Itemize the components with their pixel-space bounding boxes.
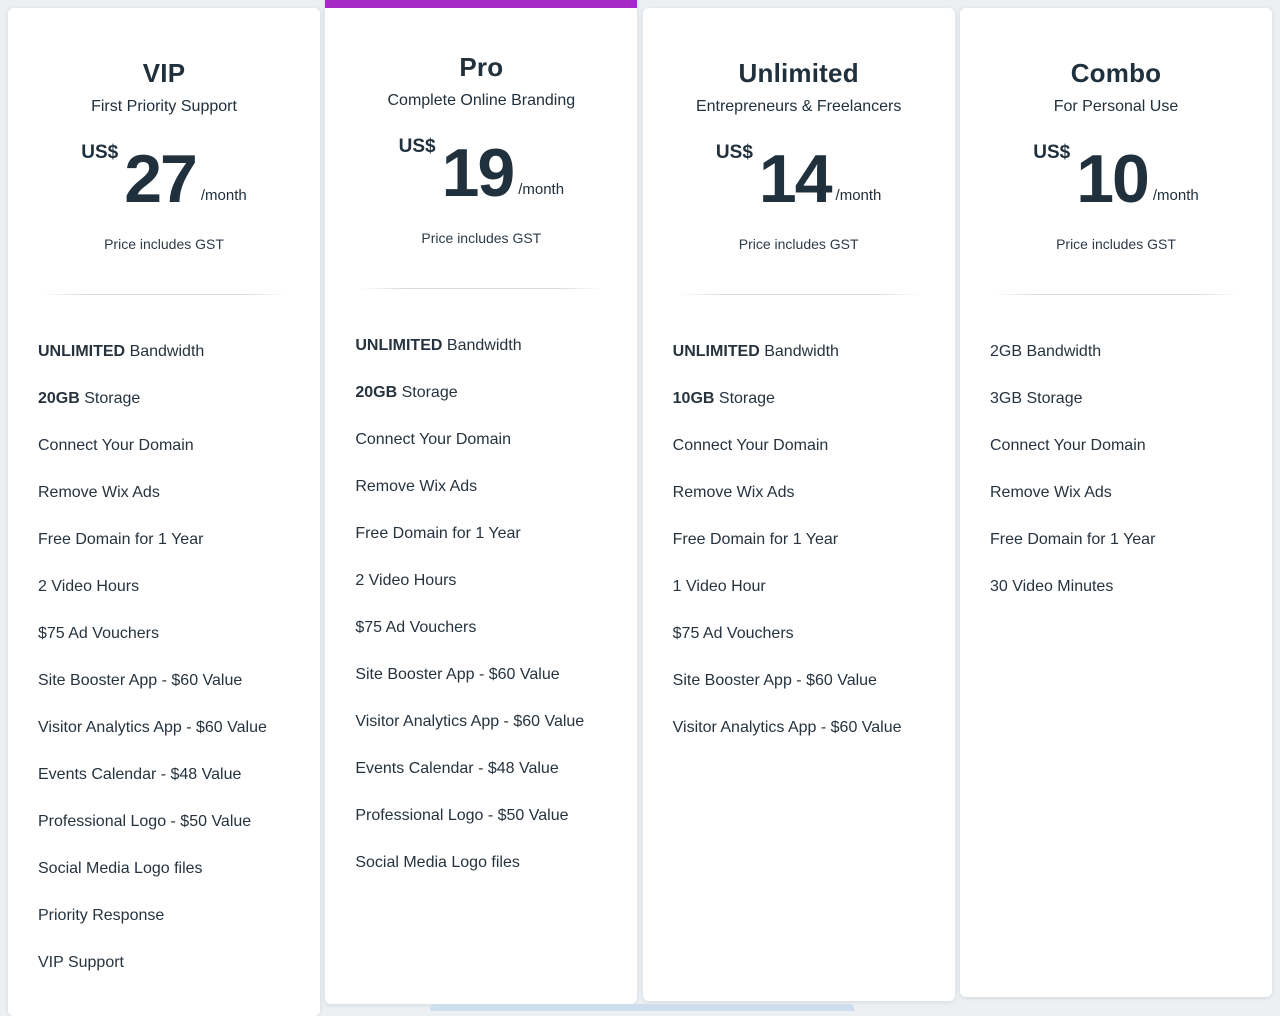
feature-item: Social Media Logo files (355, 853, 520, 871)
feature-item: $75 Ad Vouchers (355, 618, 477, 636)
currency-label: US$ (81, 142, 119, 163)
feature-item: Professional Logo - $50 Value (355, 806, 569, 824)
plan-header: VIP First Priority Support US$ 27 /month… (38, 8, 290, 295)
price-amount: 14 (758, 141, 833, 218)
feature-item: Visitor Analytics App - $60 Value (355, 712, 585, 730)
feature-item: Remove Wix Ads (355, 477, 478, 495)
gst-note: Price includes GST (1056, 236, 1176, 252)
gst-note: Price includes GST (104, 236, 224, 252)
feature-list: UNLIMITED Bandwidth 20GB Storage Connect Y… (355, 322, 607, 886)
price-amount: 10 (1076, 141, 1150, 218)
feature-item: $75 Ad Vouchers (38, 624, 159, 642)
price-period: /month (835, 187, 882, 204)
divider (359, 288, 604, 289)
feature-item: Remove Wix Ads (38, 483, 160, 501)
feature-item: Free Domain for 1 Year (672, 530, 839, 548)
feature-item: Remove Wix Ads (989, 483, 1112, 501)
plan-name: Unlimited (738, 58, 859, 88)
plan-price: US$ 19 /month (355, 134, 607, 212)
currency-label: US$ (398, 136, 436, 157)
plan-name: Pro (459, 52, 504, 82)
price-period: /month (518, 181, 565, 198)
feature-item: 1 Video Hour (672, 577, 766, 595)
feature-item: Free Domain for 1 Year (989, 530, 1156, 548)
feature-item: Connect Your Domain (672, 436, 829, 454)
feature-item: VIP Support (38, 953, 124, 971)
feature-item: Site Booster App - $60 Value (38, 671, 243, 689)
plan-name: Combo (1070, 58, 1162, 88)
feature-item: $75 Ad Vouchers (672, 624, 794, 642)
feature-item: Priority Response (38, 906, 165, 924)
feature-item: Connect Your Domain (989, 436, 1146, 454)
feature-item: Site Booster App - $60 Value (355, 665, 560, 683)
plan-card-vip: VIP First Priority Support US$ 27 /month… (8, 8, 320, 1016)
gst-note: Price includes GST (421, 230, 542, 246)
plan-tagline: Complete Online Branding (387, 92, 576, 109)
feature-item: 2 Video Hours (38, 577, 140, 595)
highlight-bar (325, 0, 638, 8)
feature-item: 2 Video Hours (355, 571, 457, 589)
feature-item: Visitor Analytics App - $60 Value (38, 718, 267, 736)
feature-item: Free Domain for 1 Year (38, 530, 204, 548)
feature-item: Visitor Analytics App - $60 Value (672, 718, 902, 736)
plan-card-pro: Pro Complete Online Branding US$ 19 /mon… (325, 0, 638, 1004)
price-amount: 27 (124, 141, 198, 218)
plan-name: VIP (142, 58, 186, 88)
price-period: /month (200, 187, 247, 204)
price-amount: 19 (441, 135, 516, 212)
plan-card-combo: Combo For Personal Use US$ 10 /month Pri… (959, 8, 1272, 997)
plan-tagline: For Personal Use (1053, 98, 1179, 115)
feature-item: 2GB Bandwidth (989, 342, 1102, 360)
feature-item: Site Booster App - $60 Value (672, 671, 877, 689)
feature-item: UNLIMITED Bandwidth (672, 342, 839, 360)
feature-item: UNLIMITED Bandwidth (355, 336, 522, 354)
divider (676, 294, 921, 295)
plan-tagline: Entrepreneurs & Freelancers (695, 98, 902, 115)
plan-price: US$ 27 /month (38, 140, 290, 218)
feature-item: Remove Wix Ads (672, 483, 795, 501)
feature-item: 3GB Storage (989, 389, 1083, 407)
feature-list: UNLIMITED Bandwidth 20GB Storage Connect Y… (38, 328, 290, 986)
feature-item: UNLIMITED Bandwidth (38, 342, 205, 360)
divider (993, 294, 1238, 295)
plan-tagline: First Priority Support (91, 98, 237, 115)
price-period: /month (1152, 187, 1199, 204)
plan-header: Combo For Personal Use US$ 10 /month Pri… (990, 8, 1242, 295)
plan-price: US$ 10 /month (990, 140, 1242, 218)
partial-bottom-element (430, 1004, 854, 1011)
feature-item: Events Calendar - $48 Value (355, 759, 559, 777)
feature-item: Free Domain for 1 Year (355, 524, 521, 542)
feature-item: 30 Video Minutes (989, 577, 1114, 595)
feature-item: Professional Logo - $50 Value (38, 812, 252, 830)
plan-price: US$ 14 /month (673, 140, 925, 218)
currency-label: US$ (715, 142, 753, 163)
feature-item: 20GB Storage (355, 383, 458, 401)
plan-header: Pro Complete Online Branding US$ 19 /mon… (355, 8, 607, 289)
feature-list: 2GB Bandwidth 3GB Storage Connect Your Dom… (990, 328, 1242, 610)
plan-card-unlimited: Unlimited Entrepreneurs & Freelancers US… (642, 8, 955, 1001)
feature-item: Connect Your Domain (38, 436, 194, 454)
currency-label: US$ (1033, 142, 1071, 163)
plan-header: Unlimited Entrepreneurs & Freelancers US… (673, 8, 925, 295)
feature-list: UNLIMITED Bandwidth 10GB Storage Connect Y… (673, 328, 925, 751)
feature-item: 20GB Storage (38, 389, 141, 407)
divider (42, 294, 286, 295)
feature-item: 10GB Storage (672, 389, 775, 407)
feature-item: Events Calendar - $48 Value (38, 765, 242, 783)
gst-note: Price includes GST (738, 236, 859, 252)
feature-item: Social Media Logo files (38, 859, 203, 877)
feature-item: Connect Your Domain (355, 430, 511, 448)
